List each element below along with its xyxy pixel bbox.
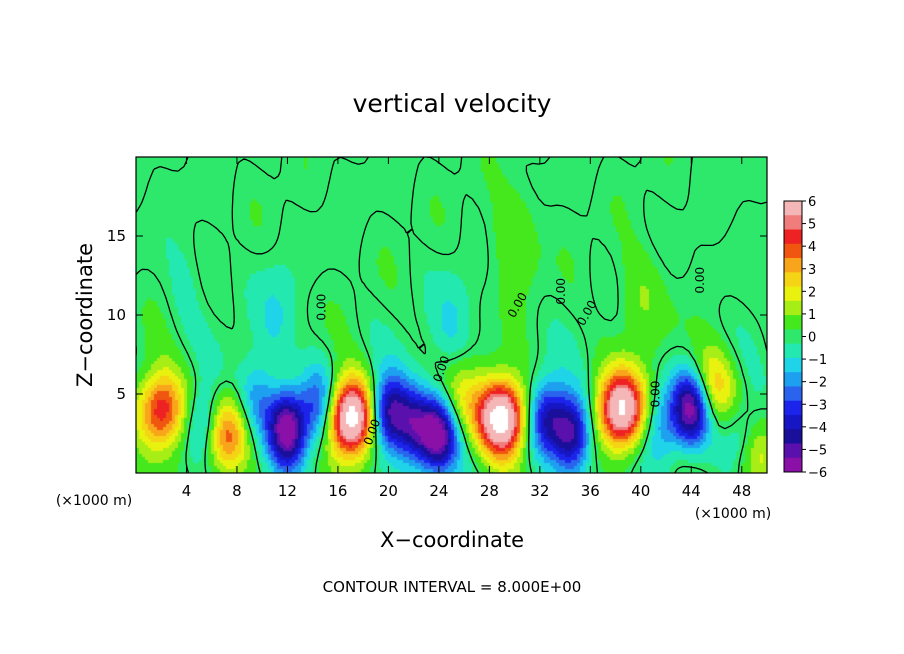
colorbar-swatch — [784, 300, 802, 316]
colorbar-label: −2 — [808, 376, 827, 391]
colorbar-swatch — [784, 229, 802, 245]
colorbar-swatch — [784, 286, 802, 302]
x-tick-label: 44 — [682, 482, 701, 500]
colorbar-labels: 6 5 4 3 2 1 0 −1 −2 −3 −4 −5 −6 — [802, 195, 827, 481]
y-tick-label: 5 — [116, 385, 126, 403]
x-tick-label: 20 — [379, 482, 398, 500]
colorbar-swatch — [784, 372, 802, 387]
x-tick-label: 28 — [480, 482, 499, 500]
velocity-field — [136, 157, 767, 473]
chart-title: vertical velocity — [353, 89, 552, 118]
x-tick-label: 48 — [732, 482, 751, 500]
colorbar-label: −4 — [808, 421, 827, 436]
colorbar-swatch — [784, 443, 802, 459]
colorbar-label: 6 — [808, 195, 816, 210]
x-tick-label: 12 — [278, 482, 297, 500]
colorbar-swatch — [784, 243, 802, 259]
colorbar-label: −6 — [808, 466, 827, 481]
contour-label: 0.00 — [693, 267, 707, 294]
y-tick-label: 10 — [107, 306, 126, 324]
x-axis: 4 8 12 16 20 24 28 32 36 40 44 48 — [182, 157, 751, 500]
x-tick-label: 32 — [530, 482, 549, 500]
zero-contours — [136, 157, 767, 473]
colorbar-swatch — [784, 215, 802, 231]
contour-label: 0.00 — [314, 294, 328, 321]
colorbar-swatch — [784, 329, 802, 345]
colorbar-swatch — [784, 272, 802, 288]
contour-label: 0.00 — [649, 381, 663, 408]
colorbar-label: −3 — [808, 398, 827, 413]
x-tick-label: 40 — [631, 482, 650, 500]
y-axis-title: Z−coordinate — [73, 243, 97, 387]
colorbar-swatch — [784, 315, 802, 330]
colorbar-swatch — [784, 429, 802, 444]
colorbar-swatch — [784, 414, 802, 430]
colorbar-swatch — [784, 258, 802, 273]
colorbar-swatch — [784, 457, 802, 473]
colorbar-label: 2 — [808, 285, 816, 300]
colorbar-swatch — [784, 201, 802, 216]
colorbar-label: 1 — [808, 308, 816, 323]
x-unit-right: (×1000 m) — [695, 506, 771, 522]
x-tick-label: 24 — [429, 482, 448, 500]
x-axis-title: X−coordinate — [380, 528, 524, 552]
y-axis: 5 10 15 — [107, 227, 767, 403]
colorbar-label: 3 — [808, 263, 816, 278]
colorbar-label: 5 — [808, 218, 816, 233]
contour-line-zero — [136, 157, 767, 473]
x-tick-label: 36 — [581, 482, 600, 500]
colorbar-label: 4 — [808, 240, 816, 255]
colorbar — [783, 200, 803, 473]
x-unit-left: (×1000 m) — [56, 493, 132, 509]
colorbar-label: −1 — [808, 353, 827, 368]
colorbar-swatch — [784, 386, 802, 402]
y-tick-label: 15 — [107, 227, 126, 245]
plot-area: 0.000.000.00 0.000.000.000.000.00 — [135, 156, 768, 474]
x-tick-label: 4 — [182, 482, 192, 500]
x-tick-label: 8 — [232, 482, 242, 500]
colorbar-label: −5 — [808, 443, 827, 458]
colorbar-swatch — [784, 343, 802, 359]
colorbar-swatch — [784, 400, 802, 416]
x-tick-label: 16 — [328, 482, 347, 500]
contour-label: 0.00 — [554, 278, 568, 305]
colorbar-label: 0 — [808, 331, 816, 346]
contour-interval-note: CONTOUR INTERVAL = 8.000E+00 — [323, 578, 582, 596]
colorbar-swatch — [784, 357, 802, 373]
